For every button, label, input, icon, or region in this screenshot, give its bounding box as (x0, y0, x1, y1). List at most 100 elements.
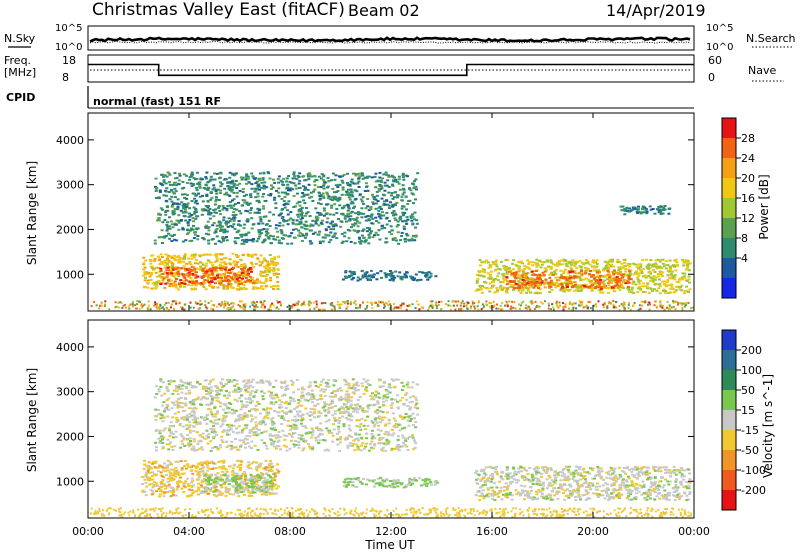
heat-cell (223, 256, 227, 259)
heat-cell (276, 177, 280, 180)
heat-cell (174, 268, 178, 271)
heat-cell (329, 238, 333, 241)
heat-cell (218, 280, 222, 283)
heat-cell (204, 272, 208, 275)
heat-cell (494, 263, 498, 266)
heat-cell (557, 260, 561, 262)
heat-cell (181, 211, 185, 214)
heat-cell (258, 273, 262, 276)
heat-cell (171, 487, 175, 489)
heat-cell (218, 303, 221, 306)
heat-cell (337, 218, 341, 220)
heat-cell (213, 231, 217, 234)
heat-cell (641, 258, 645, 261)
heat-cell (227, 187, 231, 190)
freq-tick-high: 18 (62, 54, 76, 67)
heat-cell (227, 381, 231, 383)
heat-cell (229, 204, 233, 207)
heat-cell (210, 460, 214, 463)
heat-cell (311, 224, 315, 227)
heat-cell (252, 238, 255, 240)
heat-cell (160, 307, 163, 310)
heat-cell (653, 278, 657, 281)
heat-cell (660, 275, 664, 277)
heat-cell (158, 259, 161, 262)
heat-cell (511, 262, 515, 265)
heat-cell (301, 192, 305, 194)
heat-cell (164, 213, 168, 216)
heat-cell (177, 261, 181, 264)
nsearch-label: N.Search (746, 32, 796, 45)
heat-cell (196, 382, 199, 384)
heat-cell (177, 460, 181, 463)
heat-cell (277, 175, 281, 178)
heat-cell (373, 234, 376, 237)
heat-cell (266, 171, 270, 174)
heat-cell (518, 287, 522, 289)
heat-cell (525, 266, 528, 269)
heat-cell (475, 280, 479, 282)
heat-cell (179, 446, 183, 449)
heat-cell (265, 267, 268, 270)
heat-cell (303, 214, 307, 217)
heat-cell (127, 305, 130, 308)
heat-cell (248, 494, 252, 497)
heat-cell (565, 264, 569, 267)
heat-cell (223, 275, 227, 278)
heat-cell (232, 493, 236, 496)
heat-cell (171, 183, 175, 186)
heat-cell (169, 468, 173, 471)
heat-cell (222, 231, 226, 234)
heat-cell (334, 174, 338, 177)
heat-cell (330, 399, 334, 402)
heat-cell (200, 267, 203, 270)
heat-cell (568, 275, 572, 278)
heat-cell (516, 273, 520, 276)
heat-cell (483, 280, 487, 283)
heat-cell (242, 195, 246, 197)
heat-cell (339, 225, 343, 228)
heat-cell (637, 274, 641, 277)
heat-cell (505, 270, 509, 273)
heat-cell (499, 281, 503, 284)
heat-cell (322, 308, 325, 311)
heat-cell (228, 220, 232, 223)
heat-cell (358, 278, 362, 281)
heat-cell (580, 287, 584, 290)
heat-cell (210, 300, 213, 302)
heat-cell (338, 449, 342, 452)
heat-cell (599, 291, 603, 294)
heat-cell (573, 264, 577, 267)
heat-cell (570, 286, 574, 289)
heat-cell (176, 266, 180, 269)
heat-cell (230, 276, 233, 279)
heat-cell (177, 214, 181, 217)
heat-cell (297, 182, 301, 185)
heat-cell (653, 283, 657, 286)
heat-cell (216, 482, 220, 485)
heat-cell (565, 278, 569, 281)
heat-cell (257, 466, 261, 469)
heat-cell (225, 390, 228, 392)
heat-cell (266, 489, 270, 492)
heat-cell (214, 396, 218, 399)
heat-cell (160, 486, 163, 489)
heat-cell (246, 280, 250, 283)
heat-cell (583, 285, 587, 287)
heat-cell (147, 306, 150, 309)
heat-cell (666, 264, 670, 267)
heat-cell (323, 181, 327, 184)
heat-cell (531, 264, 535, 267)
heat-cell (270, 477, 274, 480)
heat-cell (547, 281, 551, 284)
heat-cell (520, 304, 522, 307)
heat-cell (595, 262, 599, 265)
heat-cell (319, 308, 322, 311)
heat-cell (207, 281, 211, 284)
heat-cell (633, 207, 637, 210)
heat-cell (655, 267, 659, 270)
heat-cell (366, 304, 369, 307)
heat-cell (321, 236, 325, 239)
heat-cell (566, 286, 569, 288)
heat-cell (227, 478, 231, 481)
